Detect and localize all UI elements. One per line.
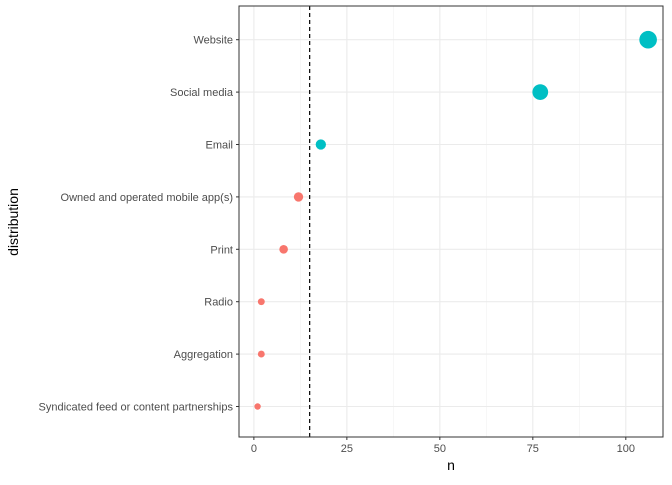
data-points (254, 30, 657, 410)
y-axis: Syndicated feed or content partnerships A… (39, 35, 239, 414)
y-axis-title: distribution (5, 188, 21, 256)
x-tick-label: 75 (527, 443, 539, 455)
x-tick-label: 25 (341, 443, 353, 455)
data-point (257, 350, 265, 358)
data-point (639, 30, 657, 49)
y-tick-label: Radio (204, 297, 233, 309)
y-tick-label: Email (205, 140, 233, 152)
panel-border (238, 5, 664, 438)
panel-border-group (238, 5, 664, 438)
x-axis: 0 25 50 75 100 (251, 437, 635, 455)
data-point (257, 298, 265, 306)
y-tick-label: Syndicated feed or content partnerships (39, 402, 234, 414)
data-point (279, 245, 288, 254)
y-tick-label: Aggregation (174, 349, 233, 361)
plot-panel (239, 6, 663, 437)
y-tick-label: Social media (170, 87, 234, 99)
x-tick-label: 100 (617, 443, 635, 455)
x-tick-label: 0 (251, 443, 257, 455)
x-axis-title: n (447, 457, 455, 473)
data-point (254, 403, 261, 410)
y-tick-label: Owned and operated mobile app(s) (61, 192, 233, 204)
x-tick-label: 50 (434, 443, 446, 455)
y-tick-label: Website (193, 35, 233, 47)
y-tick-label: Print (210, 244, 233, 256)
data-point (315, 139, 326, 150)
data-point (532, 84, 549, 100)
panel-background (239, 6, 663, 437)
data-point (293, 192, 304, 202)
